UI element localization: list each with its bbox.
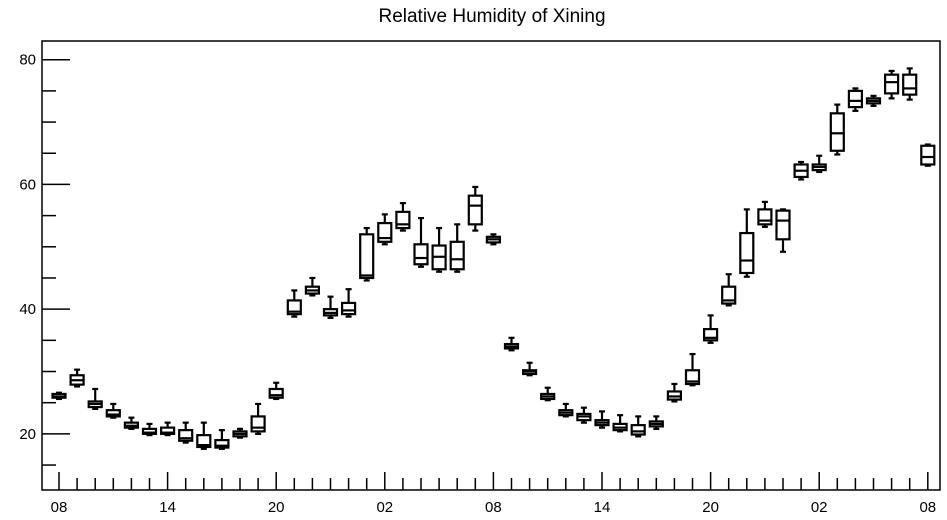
x-tick-label: 08 [485,499,502,516]
x-tick-label: 02 [811,499,828,516]
box-item [467,185,483,232]
box-item [214,429,230,450]
box-item [793,160,809,181]
y-tick-label: 80 [19,52,36,69]
box-item [431,226,447,273]
box-item [105,402,121,419]
box-item [721,273,737,307]
box-iqr [196,434,212,449]
box-item [141,422,158,437]
box-iqr [829,112,845,152]
y-tick-label: 20 [19,426,36,443]
box-item [612,414,628,433]
box-iqr [630,424,646,436]
box-item [51,391,67,401]
box-iqr [141,427,158,435]
box-item [69,368,85,388]
box-iqr [775,209,791,241]
box-iqr [395,210,411,230]
box-iqr [214,439,230,449]
box-item [775,208,791,253]
box-iqr [757,208,773,226]
box-item [395,202,411,232]
box-item [250,402,266,435]
box-item [757,200,773,228]
box-item [413,217,429,268]
box-iqr [883,73,900,95]
box-iqr [467,194,483,226]
box-item [521,361,538,377]
box-item [594,410,610,429]
box-item [540,386,556,402]
chart-title: Relative Humidity of Xining [378,6,605,27]
plot-frame [41,40,941,491]
box-item [920,143,936,167]
box-iqr [847,89,864,109]
box-item [341,288,357,318]
x-tick-label: 08 [919,499,936,516]
y-tick-label: 60 [19,176,36,193]
x-tick-label: 20 [268,499,285,516]
box-item [304,276,320,297]
x-tick-label: 14 [159,499,176,516]
box-item [902,67,918,101]
box-item [811,154,827,174]
x-tick-label: 20 [702,499,719,516]
box-item [485,233,501,246]
box-item [558,402,574,418]
box-iqr [702,328,719,342]
box-item [377,213,393,246]
box-item [123,416,140,430]
box-item [286,289,302,318]
box-item [178,421,194,444]
box-item [449,223,465,273]
box-iqr [449,240,465,271]
box-item [576,406,592,424]
box-item [684,352,701,387]
box-item [630,415,646,438]
box-iqr [268,387,284,399]
box-iqr [250,415,266,433]
box-iqr [902,73,918,96]
y-tick-label: 40 [19,301,36,318]
box-item [648,415,664,430]
box-iqr [341,301,357,316]
box-item [268,381,284,401]
box-item [829,103,845,156]
box-item [883,69,900,100]
box-item [702,314,719,344]
box-item [739,208,755,278]
box-item [503,336,520,352]
y-axis: 20 40 60 80 [19,52,70,466]
x-axis: 08 14 20 02 08 14 20 02 08 [51,472,936,516]
box-item [87,387,103,411]
x-tick-label: 02 [376,499,393,516]
box-item [666,382,683,403]
box-iqr [920,144,936,166]
box-iqr [413,243,429,266]
box-series [51,67,936,450]
box-iqr [739,231,755,275]
box-iqr [178,429,194,442]
box-item [232,427,248,439]
x-tick-label: 08 [51,499,68,516]
box-iqr [359,233,375,280]
box-item [196,421,212,450]
box-item [847,87,864,112]
box-item [322,295,339,319]
box-iqr [160,426,176,435]
box-iqr [105,409,121,418]
box-item [359,226,375,282]
x-tick-label: 14 [594,499,611,516]
box-item [160,421,176,437]
box-item [865,94,882,107]
